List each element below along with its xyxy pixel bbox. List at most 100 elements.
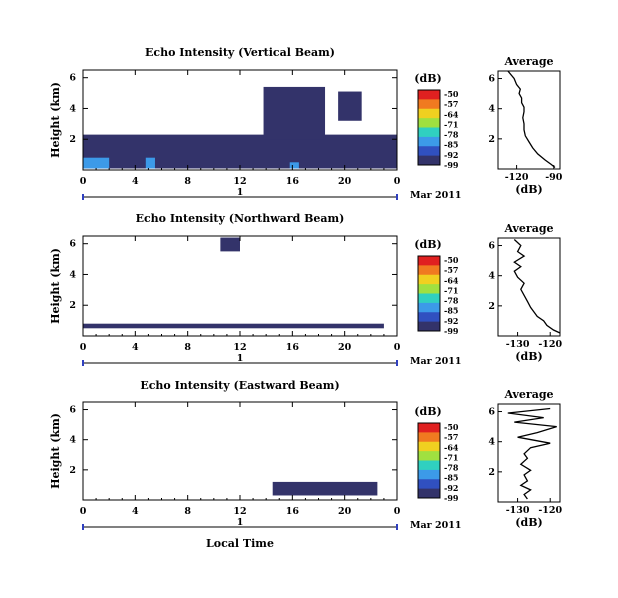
x-tick-label: 0 xyxy=(394,506,401,517)
y-tick-label: 4 xyxy=(69,269,76,280)
colorbar-label: -78 xyxy=(444,463,459,473)
colorbar-swatch xyxy=(418,432,440,443)
colorbar-label: -64 xyxy=(444,275,459,285)
colorbar-frame xyxy=(417,89,441,166)
average-title: Average xyxy=(503,222,553,235)
colorbar-label: -57 xyxy=(444,99,458,109)
date-label: Mar 2011 xyxy=(410,520,461,531)
colorbar-label: -99 xyxy=(444,326,459,336)
average-xlabel: (dB) xyxy=(515,516,542,529)
colorbar-label: -99 xyxy=(444,160,459,170)
colorbar-frame xyxy=(417,255,441,332)
avg-y-tick-label: 6 xyxy=(488,74,495,85)
average-xlabel: (dB) xyxy=(515,350,542,363)
avg-x-tick-label: -120 xyxy=(538,505,562,516)
x-tick-label: 4 xyxy=(132,342,139,353)
colorbar-label: -50 xyxy=(444,422,459,432)
panel-title: Echo Intensity (Vertical Beam) xyxy=(145,46,335,59)
x-tick-label: 0 xyxy=(80,506,87,517)
x-tick-label: 12 xyxy=(233,176,246,187)
y-axis-label: Height (km) xyxy=(49,413,62,489)
colorbar-label: -71 xyxy=(444,452,458,462)
colorbar-label: -57 xyxy=(444,265,458,275)
colorbar-label: -92 xyxy=(444,316,458,326)
colorbar-unit: (dB) xyxy=(414,238,441,251)
x-tick-label: 20 xyxy=(338,176,352,187)
y-axis-label: Height (km) xyxy=(49,248,62,324)
avg-x-tick-label: -130 xyxy=(506,505,530,516)
x-tick-label: 4 xyxy=(132,176,139,187)
average-title: Average xyxy=(503,388,553,401)
colorbar-swatch xyxy=(418,312,440,323)
y-axis-label: Height (km) xyxy=(49,82,62,158)
x-tick-label: 8 xyxy=(184,176,191,187)
echo-region xyxy=(83,134,397,169)
colorbar-swatch xyxy=(418,146,440,157)
colorbar-swatch xyxy=(418,99,440,110)
y-tick-label: 4 xyxy=(69,435,76,446)
day-label: 1 xyxy=(237,517,244,528)
y-tick-label: 6 xyxy=(69,73,76,84)
x-tick-label: 16 xyxy=(286,506,300,517)
colorbar-swatch xyxy=(418,274,440,285)
colorbar-swatch xyxy=(418,423,440,433)
colorbar-unit: (dB) xyxy=(414,72,441,85)
y-tick-label: 4 xyxy=(69,103,76,114)
x-tick-label: 16 xyxy=(286,342,300,353)
colorbar-swatch xyxy=(418,321,440,332)
average-profile-line xyxy=(507,407,557,500)
echo-region xyxy=(83,323,384,329)
day-label: 1 xyxy=(237,187,244,198)
x-tick-label: 0 xyxy=(394,342,401,353)
colorbar-label: -57 xyxy=(444,432,458,442)
average-profile-line xyxy=(507,70,556,169)
colorbar-swatch xyxy=(418,118,440,128)
colorbar-label: -50 xyxy=(444,255,459,265)
y-tick-label: 6 xyxy=(69,239,76,250)
x-tick-label: 16 xyxy=(286,176,300,187)
x-tick-label: 8 xyxy=(184,342,191,353)
colorbar-label: -64 xyxy=(444,109,459,119)
colorbar-swatch xyxy=(418,441,440,452)
average-profile-line xyxy=(513,239,561,334)
colorbar-swatch xyxy=(418,302,440,313)
colorbar-swatch xyxy=(418,155,440,166)
x-tick-label: 0 xyxy=(394,176,401,187)
colorbar-swatch xyxy=(418,127,440,138)
echo-region xyxy=(272,481,378,496)
colorbar-label: -78 xyxy=(444,130,459,140)
echo-region-group xyxy=(83,86,397,169)
y-tick-label: 2 xyxy=(69,134,76,145)
echo-region xyxy=(338,91,362,121)
avg-x-tick-label: -120 xyxy=(505,172,529,183)
average-xlabel: (dB) xyxy=(515,183,542,196)
colorbar-swatch xyxy=(418,108,440,119)
colorbar-swatch xyxy=(418,488,440,499)
day-label: 1 xyxy=(237,353,244,364)
panel-title: Echo Intensity (Eastward Beam) xyxy=(140,379,339,392)
y-tick-label: 2 xyxy=(69,300,76,311)
colorbar-label: -71 xyxy=(444,119,458,129)
avg-y-tick-label: 2 xyxy=(488,467,495,478)
echo-region xyxy=(263,86,326,140)
x-tick-label: 20 xyxy=(338,342,352,353)
x-tick-label: 0 xyxy=(80,342,87,353)
colorbar-label: -92 xyxy=(444,150,458,160)
date-label: Mar 2011 xyxy=(410,356,461,367)
echo-region-group xyxy=(272,481,378,496)
colorbar-label: -50 xyxy=(444,89,459,99)
x-tick-label: 4 xyxy=(132,506,139,517)
x-tick-label: 8 xyxy=(184,506,191,517)
panel-title: Echo Intensity (Northward Beam) xyxy=(136,212,345,225)
colorbar-label: -92 xyxy=(444,483,458,493)
echo-region xyxy=(220,237,240,252)
colorbar-swatch xyxy=(418,90,440,100)
y-tick-label: 6 xyxy=(69,405,76,416)
avg-x-tick-label: -130 xyxy=(506,339,530,350)
avg-x-tick-label: -90 xyxy=(545,172,563,183)
y-tick-label: 2 xyxy=(69,465,76,476)
colorbar-label: -85 xyxy=(444,473,458,483)
average-title: Average xyxy=(503,55,553,68)
colorbar-label: -78 xyxy=(444,296,459,306)
